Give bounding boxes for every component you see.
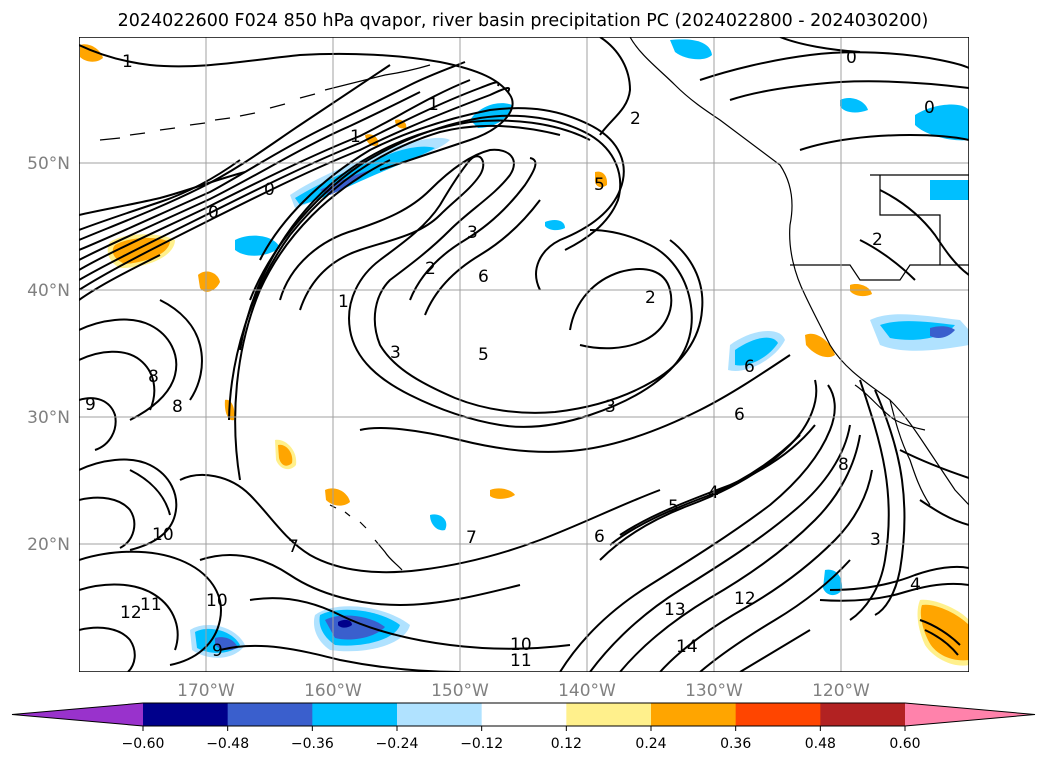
colorbar-tick-label: −0.36 (291, 736, 334, 752)
colorbar-segment (651, 703, 737, 726)
colorbar-tick-label: −0.60 (122, 736, 165, 752)
longitude-labels: 170°W 160°W 150°W 140°W 130°W 120°W (177, 681, 870, 701)
contour-label: 2 (630, 109, 641, 129)
contour-label: 7 (466, 528, 477, 548)
contour-label: 8 (148, 367, 159, 387)
contour-label: 6 (744, 357, 755, 377)
contour-label: 0 (208, 203, 219, 223)
contour-label: 0 (924, 98, 935, 118)
lon-label: 140°W (558, 681, 616, 701)
contour-label: 1 (338, 292, 349, 312)
map-panel: 1 1 1 1 0 0 0 0 2 2 2 2 3 3 3 3 5 5 5 6 … (79, 37, 969, 672)
colorbar: −0.60 −0.48 −0.36 −0.24 −0.12 0.12 0.24 0.36 0.4… (11, 702, 1036, 752)
contour-label: 12 (734, 589, 756, 609)
contour-label: 0 (264, 180, 275, 200)
contour-label: 9 (85, 395, 96, 415)
lon-label: 120°W (812, 681, 870, 701)
colorbar-tick-label: 0.60 (889, 736, 920, 752)
contour-label: 7 (288, 537, 299, 557)
latitude-labels: 50°N 40°N 30°N 20°N (27, 154, 70, 555)
colorbar-extend-high (905, 703, 1035, 726)
contour-label: 6 (734, 405, 745, 425)
lon-label: 150°W (431, 681, 489, 701)
colorbar-segment (566, 703, 652, 726)
colorbar-segment (820, 703, 906, 726)
contour-label: 5 (668, 497, 679, 517)
colorbar-tick-label: 0.36 (720, 736, 751, 752)
contour-label: 3 (390, 343, 401, 363)
contour-label: 10 (206, 591, 228, 611)
contour-label: 2 (425, 259, 436, 279)
contour-label: 6 (594, 527, 605, 547)
colorbar-segment (481, 703, 567, 726)
lon-label: 170°W (177, 681, 235, 701)
colorbar-tick-label: −0.24 (376, 736, 419, 752)
contour-label: 11 (510, 651, 532, 671)
graticule (79, 37, 969, 672)
lat-label: 30°N (27, 408, 70, 428)
contour-label: 1 (428, 95, 439, 115)
colorbar-extend-low (12, 703, 143, 726)
lon-label: 160°W (304, 681, 362, 701)
contour-label: 3 (605, 397, 616, 417)
contour-label: 10 (510, 635, 532, 655)
colorbar-tick-label: 0.12 (551, 736, 582, 752)
contour-label: 14 (676, 637, 698, 657)
precip-shading (80, 39, 969, 666)
coastlines (99, 37, 969, 571)
colorbar-tick-label: 0.48 (805, 736, 836, 752)
contour-label: 2 (872, 230, 883, 250)
contour-label: 4 (708, 483, 719, 503)
contour-label: 1 (350, 127, 361, 147)
colorbar-segment (397, 703, 483, 726)
contour-label: 4 (910, 575, 921, 595)
contour-label: 5 (478, 345, 489, 365)
contour-label: 12 (120, 603, 142, 623)
map-title: 2024022600 F024 850 hPa qvapor, river ba… (118, 11, 929, 31)
colorbar-tick-label: 0.24 (635, 736, 666, 752)
contour-label: 0 (846, 48, 857, 68)
contour-label: 13 (664, 600, 686, 620)
contour-label: 2 (645, 288, 656, 308)
colorbar-segment (143, 703, 229, 726)
lat-label: 50°N (27, 154, 70, 174)
lat-label: 20°N (27, 535, 70, 555)
colorbar-tick-label: −0.12 (460, 736, 503, 752)
colorbar-tick-label: −0.48 (206, 736, 249, 752)
contour-labels: 1 1 1 1 0 0 0 0 2 2 2 2 3 3 3 3 5 5 5 6 … (85, 48, 935, 671)
colorbar-segment (312, 703, 398, 726)
colorbar-segment (227, 703, 313, 726)
contour-label: 5 (594, 175, 605, 195)
contour-label: 3 (467, 223, 478, 243)
colorbar-segment (735, 703, 821, 726)
contour-label: 10 (152, 525, 174, 545)
contour-label: 9 (212, 641, 223, 661)
contour-label: 8 (838, 455, 849, 475)
qvapor-contours (79, 37, 969, 672)
contour-label: 6 (478, 267, 489, 287)
contour-label: 3 (870, 530, 881, 550)
contour-label: 11 (140, 595, 162, 615)
lon-label: 130°W (685, 681, 743, 701)
lat-label: 40°N (27, 281, 70, 301)
contour-label: 8 (172, 397, 183, 417)
contour-label: 1 (122, 52, 133, 72)
